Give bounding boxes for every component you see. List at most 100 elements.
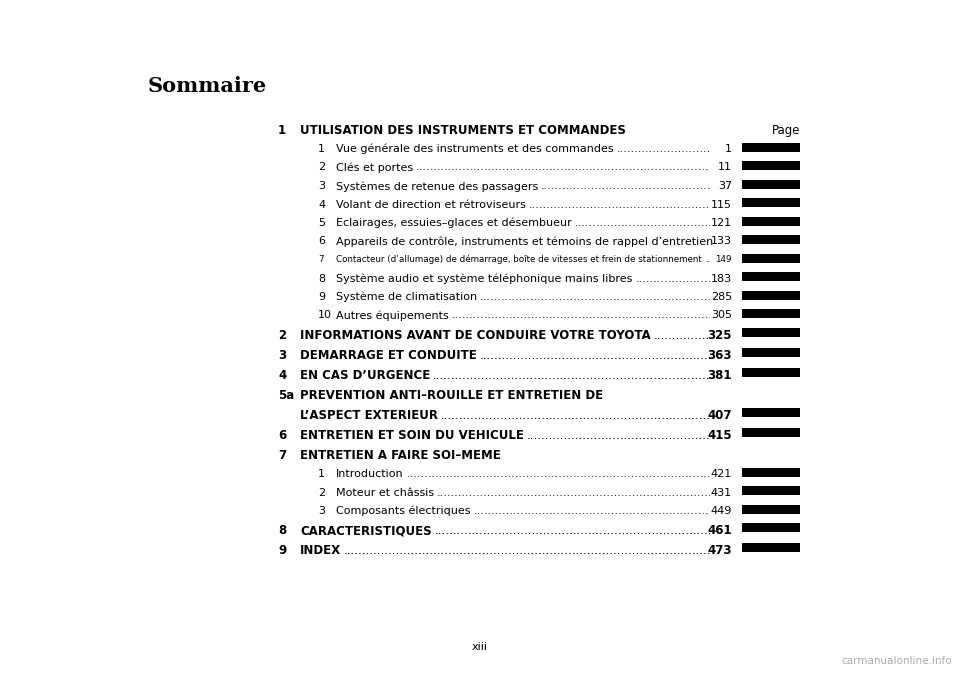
- Text: Appareils de contrôle, instruments et témoins de rappel d’entretien: Appareils de contrôle, instruments et té…: [336, 237, 713, 247]
- Text: Composants électriques: Composants électriques: [336, 506, 470, 517]
- Text: ................................................................................: ........................................…: [407, 469, 960, 479]
- Text: 7: 7: [318, 255, 324, 264]
- Bar: [742, 504, 800, 514]
- Text: Introduction: Introduction: [336, 469, 403, 479]
- Text: 1: 1: [725, 144, 732, 154]
- Text: 1: 1: [278, 124, 286, 137]
- Text: ENTRETIEN A FAIRE SOI–MEME: ENTRETIEN A FAIRE SOI–MEME: [300, 449, 501, 462]
- Text: L’ASPECT EXTERIEUR: L’ASPECT EXTERIEUR: [300, 409, 438, 422]
- Text: 5: 5: [318, 218, 325, 228]
- Text: 2: 2: [278, 329, 286, 342]
- Text: Clés et portes: Clés et portes: [336, 163, 413, 173]
- Text: 133: 133: [711, 237, 732, 247]
- Text: 3: 3: [278, 349, 286, 362]
- Text: 325: 325: [708, 329, 732, 342]
- Text: 2: 2: [318, 487, 325, 498]
- Text: EN CAS D’URGENCE: EN CAS D’URGENCE: [300, 369, 430, 382]
- Text: 7: 7: [278, 449, 286, 462]
- Text: Page: Page: [772, 124, 801, 137]
- Text: 363: 363: [708, 349, 732, 362]
- Text: Systèmes de retenue des passagers: Systèmes de retenue des passagers: [336, 181, 539, 191]
- Bar: [742, 407, 800, 417]
- Text: 3: 3: [318, 506, 325, 516]
- Text: ................................................................................: ........................................…: [435, 525, 960, 538]
- Text: ................................................................................: ........................................…: [437, 487, 960, 498]
- Text: 449: 449: [710, 506, 732, 516]
- Bar: [742, 272, 800, 281]
- Text: ................................................................................: ........................................…: [716, 237, 960, 247]
- Text: 149: 149: [715, 255, 732, 264]
- Text: ................................................................................: ........................................…: [705, 255, 960, 264]
- Text: 431: 431: [710, 487, 732, 498]
- Text: 11: 11: [718, 163, 732, 172]
- Text: 1: 1: [318, 144, 325, 154]
- Text: 183: 183: [710, 273, 732, 283]
- Text: ................................................................................: ........................................…: [344, 544, 960, 557]
- Text: Contacteur (d’allumage) de démarrage, boîte de vitesses et frein de stationnemen: Contacteur (d’allumage) de démarrage, bo…: [336, 255, 702, 264]
- Text: xiii: xiii: [472, 642, 488, 652]
- Text: 9: 9: [278, 544, 286, 557]
- Text: 10: 10: [318, 311, 332, 321]
- Text: PREVENTION ANTI–ROUILLE ET ENTRETIEN DE: PREVENTION ANTI–ROUILLE ET ENTRETIEN DE: [300, 389, 603, 402]
- Text: Autres équipements: Autres équipements: [336, 311, 448, 321]
- Text: 421: 421: [710, 469, 732, 479]
- Text: 5a: 5a: [278, 389, 295, 402]
- Text: Système audio et système téléphonique mains libres: Système audio et système téléphonique ma…: [336, 273, 633, 284]
- Text: ................................................................................: ........................................…: [575, 218, 960, 228]
- Text: Vue générale des instruments et des commandes: Vue générale des instruments et des comm…: [336, 144, 613, 155]
- Bar: [742, 348, 800, 357]
- Text: 285: 285: [710, 292, 732, 302]
- Text: 37: 37: [718, 181, 732, 191]
- Text: ................................................................................: ........................................…: [616, 144, 960, 154]
- Bar: [742, 180, 800, 188]
- Text: 461: 461: [708, 525, 732, 538]
- Text: ................................................................................: ........................................…: [433, 369, 960, 382]
- Text: 115: 115: [711, 199, 732, 210]
- Text: 305: 305: [711, 311, 732, 321]
- Text: ................................................................................: ........................................…: [480, 292, 960, 302]
- Text: Système de climatisation: Système de climatisation: [336, 292, 477, 302]
- Text: ................................................................................: ........................................…: [480, 349, 960, 362]
- Text: INDEX: INDEX: [300, 544, 341, 557]
- Text: ................................................................................: ........................................…: [452, 311, 960, 321]
- Text: Eclairages, essuies–glaces et désembueur: Eclairages, essuies–glaces et désembueur: [336, 218, 572, 228]
- Bar: [742, 428, 800, 437]
- Text: 3: 3: [318, 181, 325, 191]
- Text: ................................................................................: ........................................…: [527, 429, 960, 442]
- Text: ................................................................................: ........................................…: [654, 329, 960, 342]
- Bar: [742, 198, 800, 207]
- Text: carmanualonline.info: carmanualonline.info: [841, 656, 952, 666]
- Bar: [742, 291, 800, 300]
- Text: 6: 6: [278, 429, 286, 442]
- Text: ................................................................................: ........................................…: [441, 409, 960, 422]
- Text: 121: 121: [710, 218, 732, 228]
- Text: 4: 4: [318, 199, 325, 210]
- Bar: [742, 142, 800, 152]
- Bar: [742, 327, 800, 337]
- Bar: [742, 217, 800, 226]
- Text: 4: 4: [278, 369, 286, 382]
- Text: UTILISATION DES INSTRUMENTS ET COMMANDES: UTILISATION DES INSTRUMENTS ET COMMANDES: [300, 124, 626, 137]
- Text: CARACTERISTIQUES: CARACTERISTIQUES: [300, 525, 432, 538]
- Text: ................................................................................: ........................................…: [473, 506, 960, 516]
- Text: INFORMATIONS AVANT DE CONDUIRE VOTRE TOYOTA: INFORMATIONS AVANT DE CONDUIRE VOTRE TOY…: [300, 329, 651, 342]
- Text: 9: 9: [318, 292, 325, 302]
- Text: 473: 473: [708, 544, 732, 557]
- Bar: [742, 468, 800, 477]
- Bar: [742, 254, 800, 262]
- Text: 381: 381: [708, 369, 732, 382]
- Text: DEMARRAGE ET CONDUITE: DEMARRAGE ET CONDUITE: [300, 349, 477, 362]
- Text: 2: 2: [318, 163, 325, 172]
- Bar: [742, 235, 800, 244]
- Text: 407: 407: [708, 409, 732, 422]
- Text: 6: 6: [318, 237, 325, 247]
- Bar: [742, 523, 800, 532]
- Text: ................................................................................: ........................................…: [636, 273, 960, 283]
- Text: 8: 8: [318, 273, 325, 283]
- Text: ................................................................................: ........................................…: [529, 199, 960, 210]
- Text: 8: 8: [278, 525, 286, 538]
- Text: ................................................................................: ........................................…: [541, 181, 960, 191]
- Text: 1: 1: [318, 469, 325, 479]
- Text: Sommaire: Sommaire: [148, 76, 267, 96]
- Text: 415: 415: [708, 429, 732, 442]
